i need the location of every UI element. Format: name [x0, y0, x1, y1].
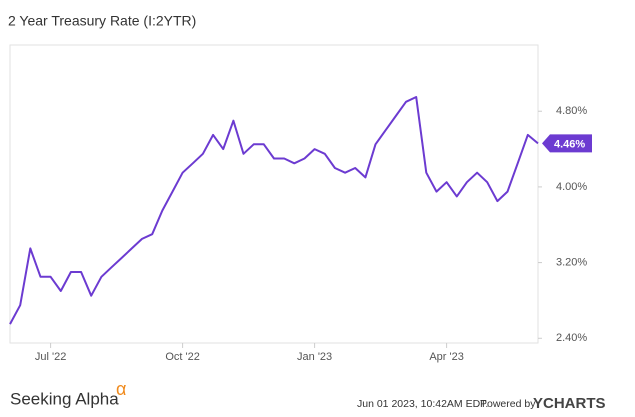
brand: Seeking Alpha [10, 389, 119, 408]
y-tick-label: 4.00% [556, 181, 587, 193]
y-tick-label: 2.40% [556, 332, 587, 344]
x-tick-label: Jul '22 [35, 351, 66, 363]
x-tick-label: Oct '22 [165, 351, 200, 363]
x-tick-label: Jan '23 [297, 351, 332, 363]
plot-border [9, 44, 539, 344]
x-tick-label: Apr '23 [429, 351, 464, 363]
last-value-label: 4.46% [554, 138, 585, 150]
chart-title: 2 Year Treasury Rate (I:2YTR) [8, 13, 196, 29]
brand-mark: α [116, 379, 126, 399]
y-tick-label: 3.20% [556, 256, 587, 268]
timestamp: Jun 01 2023, 10:42AM EDT. [357, 398, 488, 410]
powered-by: Powered by [480, 398, 536, 410]
last-value-badge [542, 134, 592, 153]
line-series [9, 96, 539, 325]
y-tick-label: 4.80% [556, 105, 587, 117]
provider: YCHARTS [533, 395, 606, 412]
